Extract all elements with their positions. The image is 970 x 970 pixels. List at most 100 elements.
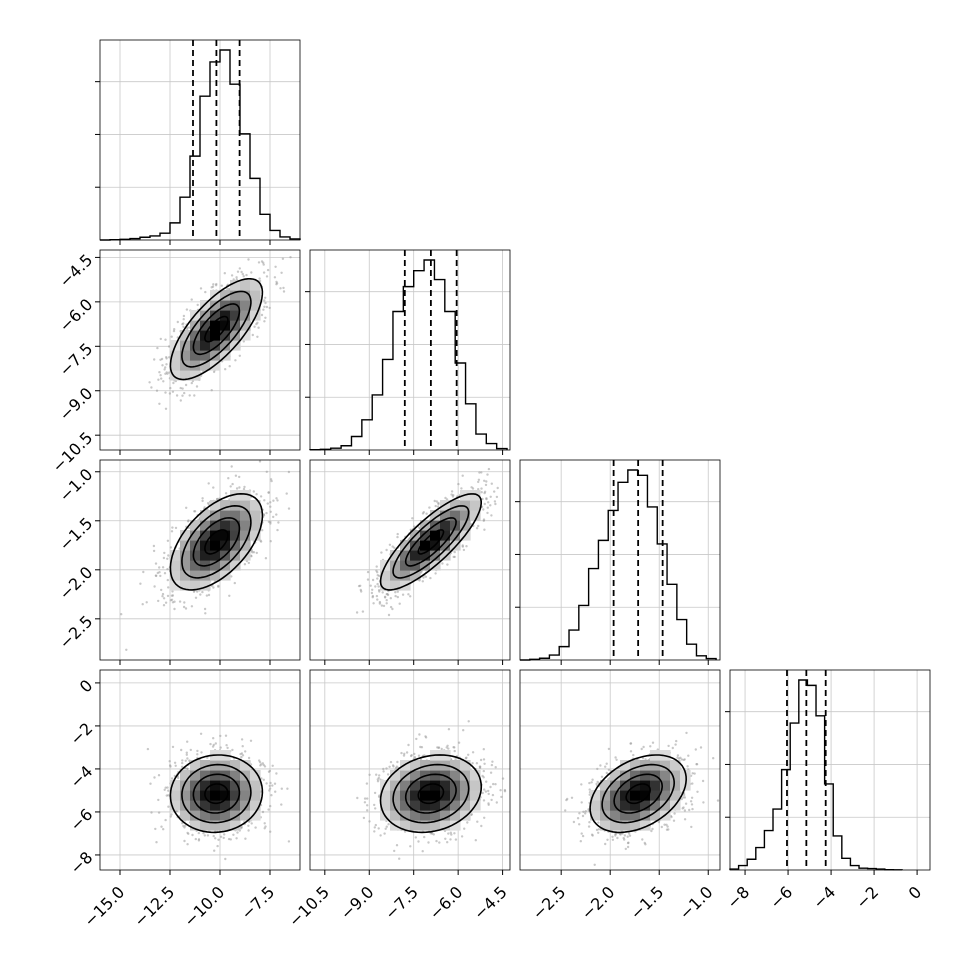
density-cell [390, 560, 401, 571]
y-tick-label: −2.0 [55, 563, 96, 604]
scatter-point [228, 594, 231, 597]
histogram-steps [100, 49, 301, 241]
x-axis-0 [119, 450, 271, 455]
scatter-point [181, 822, 184, 825]
scatter-point [434, 504, 437, 508]
scatter-point [233, 581, 236, 585]
scatter-point [424, 575, 428, 578]
scatter-point [388, 543, 392, 546]
scatter-point [267, 491, 270, 494]
scatter-point [249, 739, 253, 742]
scatter-point [242, 340, 245, 343]
scatter-point [372, 602, 375, 605]
density-cell [170, 550, 181, 561]
y-tick-label: −6.0 [55, 295, 96, 336]
scatter-point [247, 258, 250, 261]
density-cell [240, 530, 251, 541]
scatter-point [222, 836, 225, 840]
scatter-point [231, 482, 234, 486]
scatter-point [482, 518, 486, 521]
scatter-point [182, 314, 186, 318]
scatter-point [232, 833, 235, 836]
density-cell [450, 530, 461, 541]
density-cell [240, 540, 251, 551]
histogram-panel-3 [725, 669, 931, 871]
scatter-point [162, 380, 165, 383]
scatter-point [166, 539, 170, 542]
density-cell [450, 510, 461, 521]
y-axis-1: −10.5−9.0−7.5−6.0−4.5 [48, 250, 100, 476]
scatter-point [185, 751, 188, 754]
scatter-point [178, 600, 182, 603]
scatter-point [188, 326, 191, 329]
scatter-point [421, 580, 424, 583]
scatter-point [217, 838, 220, 841]
scatter-point [193, 510, 197, 513]
density-cell [200, 310, 211, 321]
scatter-point [422, 576, 425, 579]
scatter-point [158, 402, 161, 405]
scatter-point [232, 278, 235, 281]
scatter-point [482, 508, 485, 511]
scatter-point [207, 593, 211, 597]
density-cell [230, 560, 241, 571]
density-cell [240, 520, 251, 531]
scatter-point [274, 265, 277, 268]
scatter-point [375, 565, 378, 568]
scatter-point [235, 276, 238, 279]
scatter-point [487, 501, 490, 504]
scatter-point [268, 787, 272, 790]
contour-line [392, 505, 470, 579]
scatter-point [263, 305, 266, 308]
scatter-point [186, 757, 189, 760]
density-cell [220, 330, 231, 341]
scatter-point [177, 776, 180, 780]
scatter-point [272, 499, 275, 502]
contour-line [181, 504, 252, 579]
scatter-point [490, 482, 493, 485]
density-cell [210, 500, 221, 511]
scatter-point [260, 313, 264, 317]
density-cell [380, 580, 391, 591]
scatter-point [254, 826, 257, 829]
x-tick-label: −6 [766, 882, 796, 912]
scatter-point [156, 571, 159, 575]
x-axis-0 [119, 660, 271, 665]
scatter-point [255, 493, 258, 496]
panel-frame [309, 249, 511, 451]
scatter-point [378, 590, 381, 593]
panel-content [100, 460, 300, 660]
scatter-point [223, 833, 226, 836]
scatter-point [425, 512, 428, 515]
scatter-point [393, 546, 396, 549]
scatter-point [396, 595, 399, 599]
scatter-point [428, 506, 431, 509]
scatter-point [437, 502, 440, 506]
scatter-point [165, 371, 168, 374]
density-cell [250, 300, 261, 311]
scatter-point [376, 598, 379, 601]
scatter-point [265, 470, 268, 473]
scatter-point [236, 270, 240, 273]
scatter-point [157, 798, 160, 802]
scatter-point [157, 599, 160, 603]
density-cell [230, 280, 241, 291]
scatter-point [257, 261, 261, 264]
scatter-point [396, 535, 399, 539]
scatter-point [268, 306, 271, 310]
scatter-point [183, 826, 186, 829]
scatter-point [360, 590, 363, 593]
density-cell [240, 500, 251, 511]
scatter-point [289, 256, 292, 259]
scatter-point [165, 357, 168, 360]
scatter-point [171, 601, 175, 604]
scatter-point [273, 276, 277, 279]
density-cell [250, 290, 261, 301]
scatter-point [264, 296, 267, 299]
scatter-point [493, 490, 496, 493]
scatter-point [407, 593, 410, 596]
histogram-panel-2 [515, 459, 721, 661]
scatter-point [483, 479, 486, 482]
scatter-point [465, 545, 468, 548]
y-tick-label: −2.5 [55, 612, 96, 653]
